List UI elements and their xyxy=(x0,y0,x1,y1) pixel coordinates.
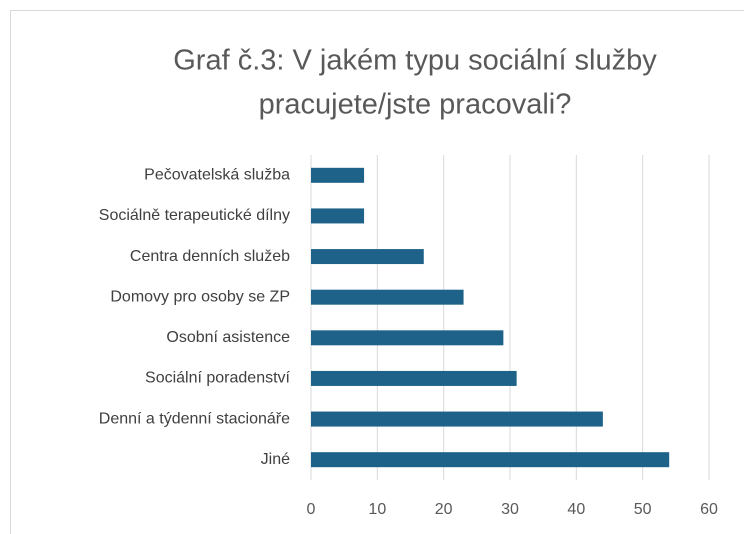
bar xyxy=(311,249,424,265)
chart-title-line: Graf č.3: V jakém typu sociální služby xyxy=(173,45,657,77)
x-tick-label: 50 xyxy=(634,501,652,518)
y-tick-label: Domovy pro osoby se ZP xyxy=(110,288,290,305)
x-tick-label: 40 xyxy=(567,501,585,518)
bar xyxy=(311,411,603,427)
x-tick-label: 0 xyxy=(307,501,316,518)
bar xyxy=(311,330,504,346)
y-tick-label: Osobní asistence xyxy=(166,329,290,346)
bar xyxy=(311,289,464,305)
y-tick-label: Jiné xyxy=(261,451,290,468)
y-tick-label: Pečovatelská služba xyxy=(144,167,290,184)
bar xyxy=(311,452,670,468)
x-tick-label: 60 xyxy=(700,501,718,518)
y-tick-label: Sociálně terapeutické dílny xyxy=(99,207,290,224)
chart-title-line: pracujete/jste pracovali? xyxy=(259,89,572,121)
x-tick-label: 10 xyxy=(368,501,386,518)
bar xyxy=(311,167,365,183)
bar xyxy=(311,370,517,386)
y-tick-label: Denní a týdenní stacionáře xyxy=(99,410,290,427)
x-tick-label: 20 xyxy=(435,501,453,518)
y-tick-label: Centra denních služeb xyxy=(130,248,290,265)
bar xyxy=(311,208,365,224)
y-tick-label: Sociální poradenství xyxy=(145,370,291,387)
x-tick-label: 30 xyxy=(501,501,519,518)
